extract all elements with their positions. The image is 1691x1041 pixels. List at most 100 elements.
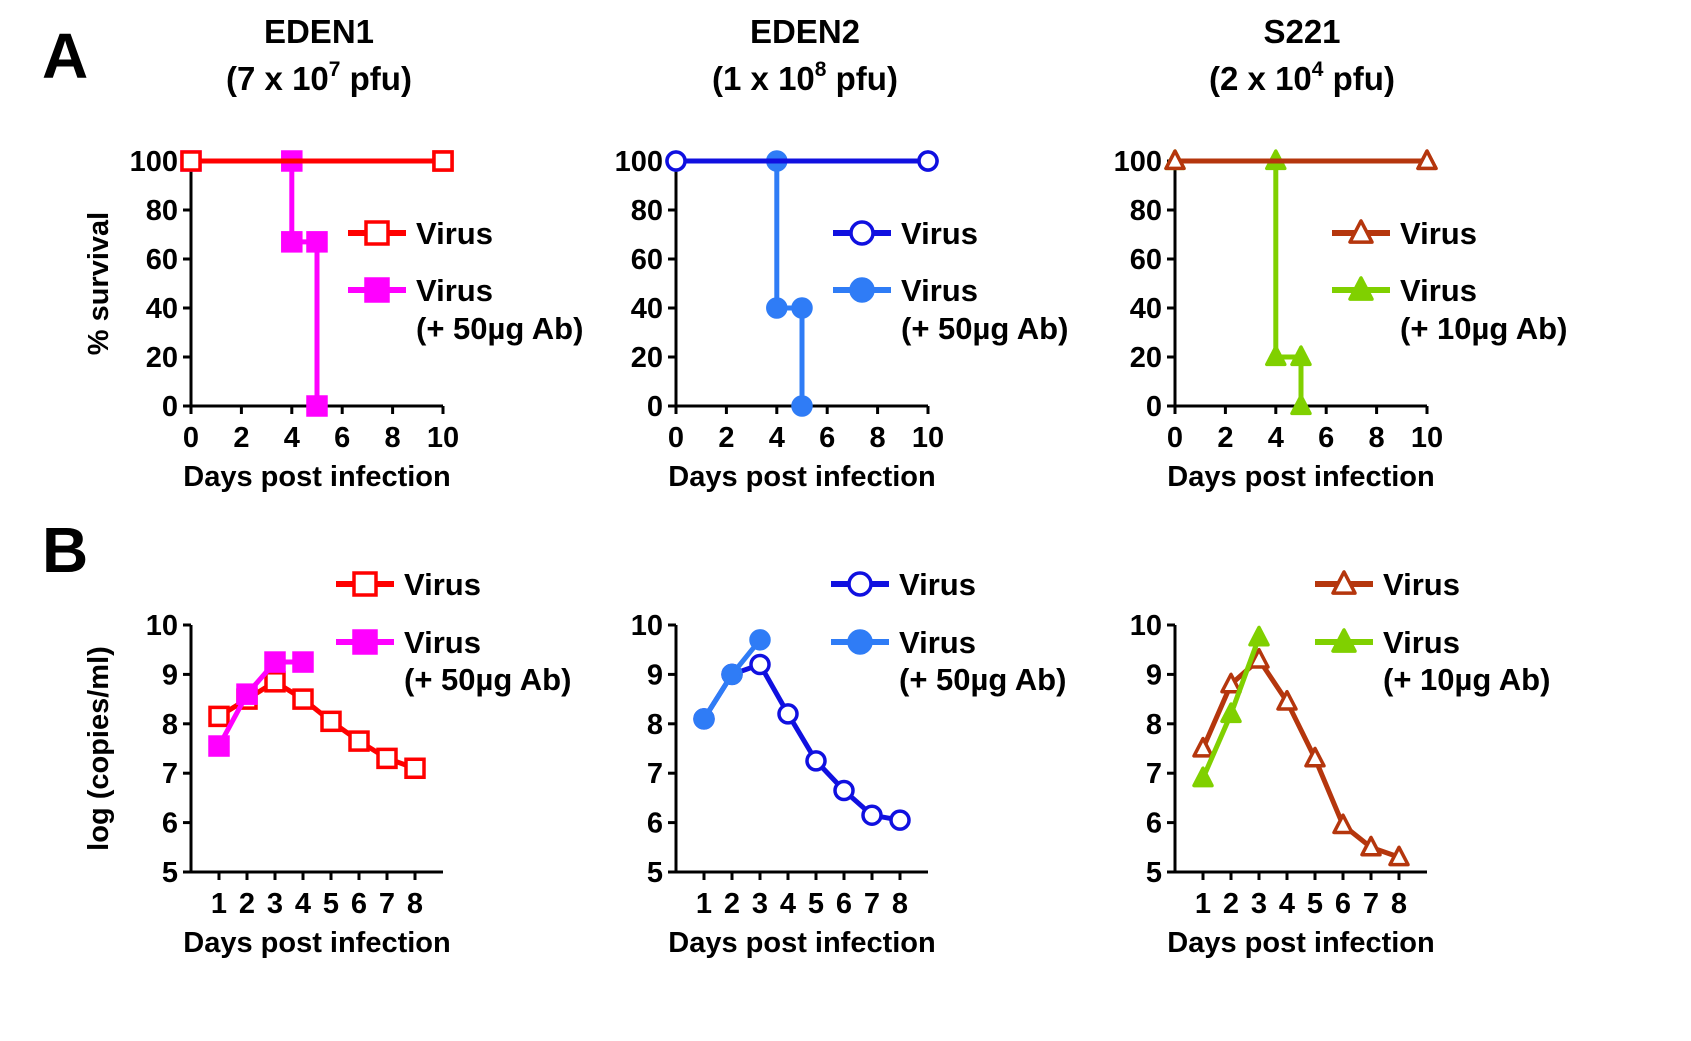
chart-b-2-series-1-point <box>1220 702 1242 724</box>
chart-a-0-xtick-label: 10 <box>427 422 459 454</box>
chart-a-2-series-1-line <box>1175 158 1304 406</box>
chart-b-1-ytick-label: 5 <box>647 857 663 889</box>
chart-a-0-series-1-line <box>191 158 320 406</box>
column-title-1-dose-prefix: (1 x 10 <box>712 60 815 97</box>
chart-b-1-xtick-label: 7 <box>864 888 880 920</box>
chart-b-0-series-1-point <box>236 683 258 705</box>
chart-b-0-series-0-point <box>348 730 370 752</box>
chart-b-2-legend-1-swatch-marker <box>1331 628 1357 653</box>
chart-a-0-xtick-label: 4 <box>284 422 300 454</box>
chart-b-2-ytick-label: 5 <box>1146 857 1162 889</box>
chart-b-0-legend-1-label: Virus <box>404 625 481 660</box>
chart-b-0-xtick-label: 7 <box>379 888 395 920</box>
chart-b-0-ylabel: log (copies/ml) <box>83 646 115 851</box>
chart-b-1-xtick-label: 3 <box>752 888 768 920</box>
chart-a-1-legend-0-label: Virus <box>901 216 978 251</box>
chart-a-1-ytick-label: 60 <box>631 244 663 276</box>
chart-a-2-legend-1-label-2: (+ 10µg Ab) <box>1400 311 1567 346</box>
chart-a-2-series-1 <box>1164 149 1312 416</box>
chart-a-2-xtick-label: 0 <box>1167 422 1183 454</box>
chart-a-0-ytick-label: 80 <box>146 195 178 227</box>
chart-b-2-ytick-label: 6 <box>1146 808 1162 840</box>
chart-b-1-series-1-point <box>693 708 715 730</box>
chart-b-2-series-1 <box>1192 625 1270 788</box>
column-title-0-virus: EDEN1 <box>264 13 374 50</box>
chart-b-0-xtick-label: 1 <box>211 888 227 920</box>
chart-b-1-legend-1-label-2: (+ 50µg Ab) <box>899 662 1066 697</box>
chart-a-1-ytick-label: 0 <box>647 391 663 423</box>
chart-b-0-series-0-point <box>376 747 398 770</box>
chart-a-2-series-1-point <box>1290 345 1312 367</box>
chart-b-2-xtick-label: 7 <box>1363 888 1379 920</box>
chart-b-1-series-1-point <box>749 629 771 651</box>
chart-b-2-ytick-label: 7 <box>1146 758 1162 790</box>
chart-b-2-series-0-point <box>1388 845 1410 867</box>
chart-b-2-xtick-label: 3 <box>1251 888 1267 920</box>
chart-a-0-ytick-label: 40 <box>146 293 178 325</box>
chart-a-0-xtick-label: 8 <box>385 422 401 454</box>
chart-b-1-series-0-point <box>749 653 771 676</box>
chart-b-2-ytick-label: 10 <box>1130 610 1162 642</box>
column-title-0-dose-exp: 7 <box>329 58 341 81</box>
chart-b-1-series-0-line <box>701 661 901 823</box>
chart-b-0-series-1 <box>208 651 314 757</box>
column-title-1-virus: EDEN2 <box>750 13 860 50</box>
column-title-2-dose-exp: 4 <box>1312 58 1324 81</box>
chart-b-1-xtick-label: 2 <box>724 888 740 920</box>
chart-a-1-xtick-label: 6 <box>819 422 835 454</box>
chart-b-0-xtick-label: 8 <box>407 888 423 920</box>
column-title-2: S221 (2 x 104 pfu) <box>1209 13 1395 97</box>
chart-b-1-series-0-point <box>833 779 855 802</box>
chart-b-1-ytick-label: 6 <box>647 808 663 840</box>
chart-b-1-xtick-label: 4 <box>780 888 796 920</box>
column-title-0-dose-prefix: (7 x 10 <box>226 60 329 97</box>
chart-b-1-legend-0-swatch-marker <box>847 571 873 597</box>
chart-a-1-legend-1-label-2: (+ 50µg Ab) <box>901 311 1068 346</box>
chart-b-2-series-0-point <box>1192 736 1214 758</box>
chart-b-0-series-0-point <box>292 688 314 710</box>
chart-a-0-xlabel: Days post infection <box>183 461 451 493</box>
chart-a-2-series-0-point <box>1164 149 1186 171</box>
chart-b-0-xtick-label: 5 <box>323 888 339 920</box>
chart-a-1-legend-1-swatch-marker <box>849 277 875 303</box>
chart-b-1-ytick-label: 9 <box>647 659 663 691</box>
chart-a-1-xtick-label: 2 <box>718 422 734 454</box>
chart-b-1-ytick-label: 8 <box>647 709 663 741</box>
chart-a-0-legend-1-label-2: (+ 50µg Ab) <box>416 311 583 346</box>
column-title-0-dose: (7 x 107 pfu) <box>226 58 412 97</box>
chart-b-2-xlabel: Days post infection <box>1167 927 1435 959</box>
chart-b-2-series-0 <box>1192 647 1410 867</box>
chart-a-2-legend-0-swatch-marker <box>1348 219 1374 244</box>
chart-a-2-series-0-point <box>1416 149 1438 171</box>
chart-a-2-series-1-point <box>1290 394 1312 416</box>
chart-a-0: 0 20 40 60 80 100 0 2 4 6 8 10 Days post infection % … <box>83 146 583 493</box>
chart-a-1-xtick-label: 10 <box>912 422 944 454</box>
chart-a-1-xtick-label: 4 <box>769 422 785 454</box>
chart-b-0-xlabel: Days post infection <box>183 927 451 959</box>
chart-a-1-series-1-point <box>791 297 813 319</box>
chart-b-0-ytick-label: 9 <box>162 659 178 691</box>
chart-b-1-legend-1-swatch-marker <box>847 629 873 655</box>
chart-b-0-series-1-line <box>216 659 303 748</box>
chart-b-2-xtick-label: 5 <box>1307 888 1323 920</box>
chart-a-2-ytick-label: 60 <box>1130 244 1162 276</box>
chart-b-1-xtick-label: 1 <box>696 888 712 920</box>
chart-a-2-legend-1-label: Virus <box>1400 273 1477 308</box>
chart-b-2-xtick-label: 4 <box>1279 888 1295 920</box>
chart-a-2-legend-0-label: Virus <box>1400 216 1477 251</box>
chart-a-1-xtick-label: 8 <box>870 422 886 454</box>
chart-b-0-ytick-label: 5 <box>162 857 178 889</box>
chart-a-0-series-0-point <box>432 150 454 172</box>
chart-b-0-series-0-point <box>404 757 426 780</box>
chart-b-2-series-0-point <box>1276 689 1298 711</box>
chart-a-1-series-1 <box>665 150 813 417</box>
chart-b-2-legend-1-label: Virus <box>1383 625 1460 660</box>
chart-a-2-series-1-point <box>1265 345 1287 367</box>
chart-a-2-ytick-label: 0 <box>1146 391 1162 423</box>
chart-a-2-xtick-label: 8 <box>1369 422 1385 454</box>
